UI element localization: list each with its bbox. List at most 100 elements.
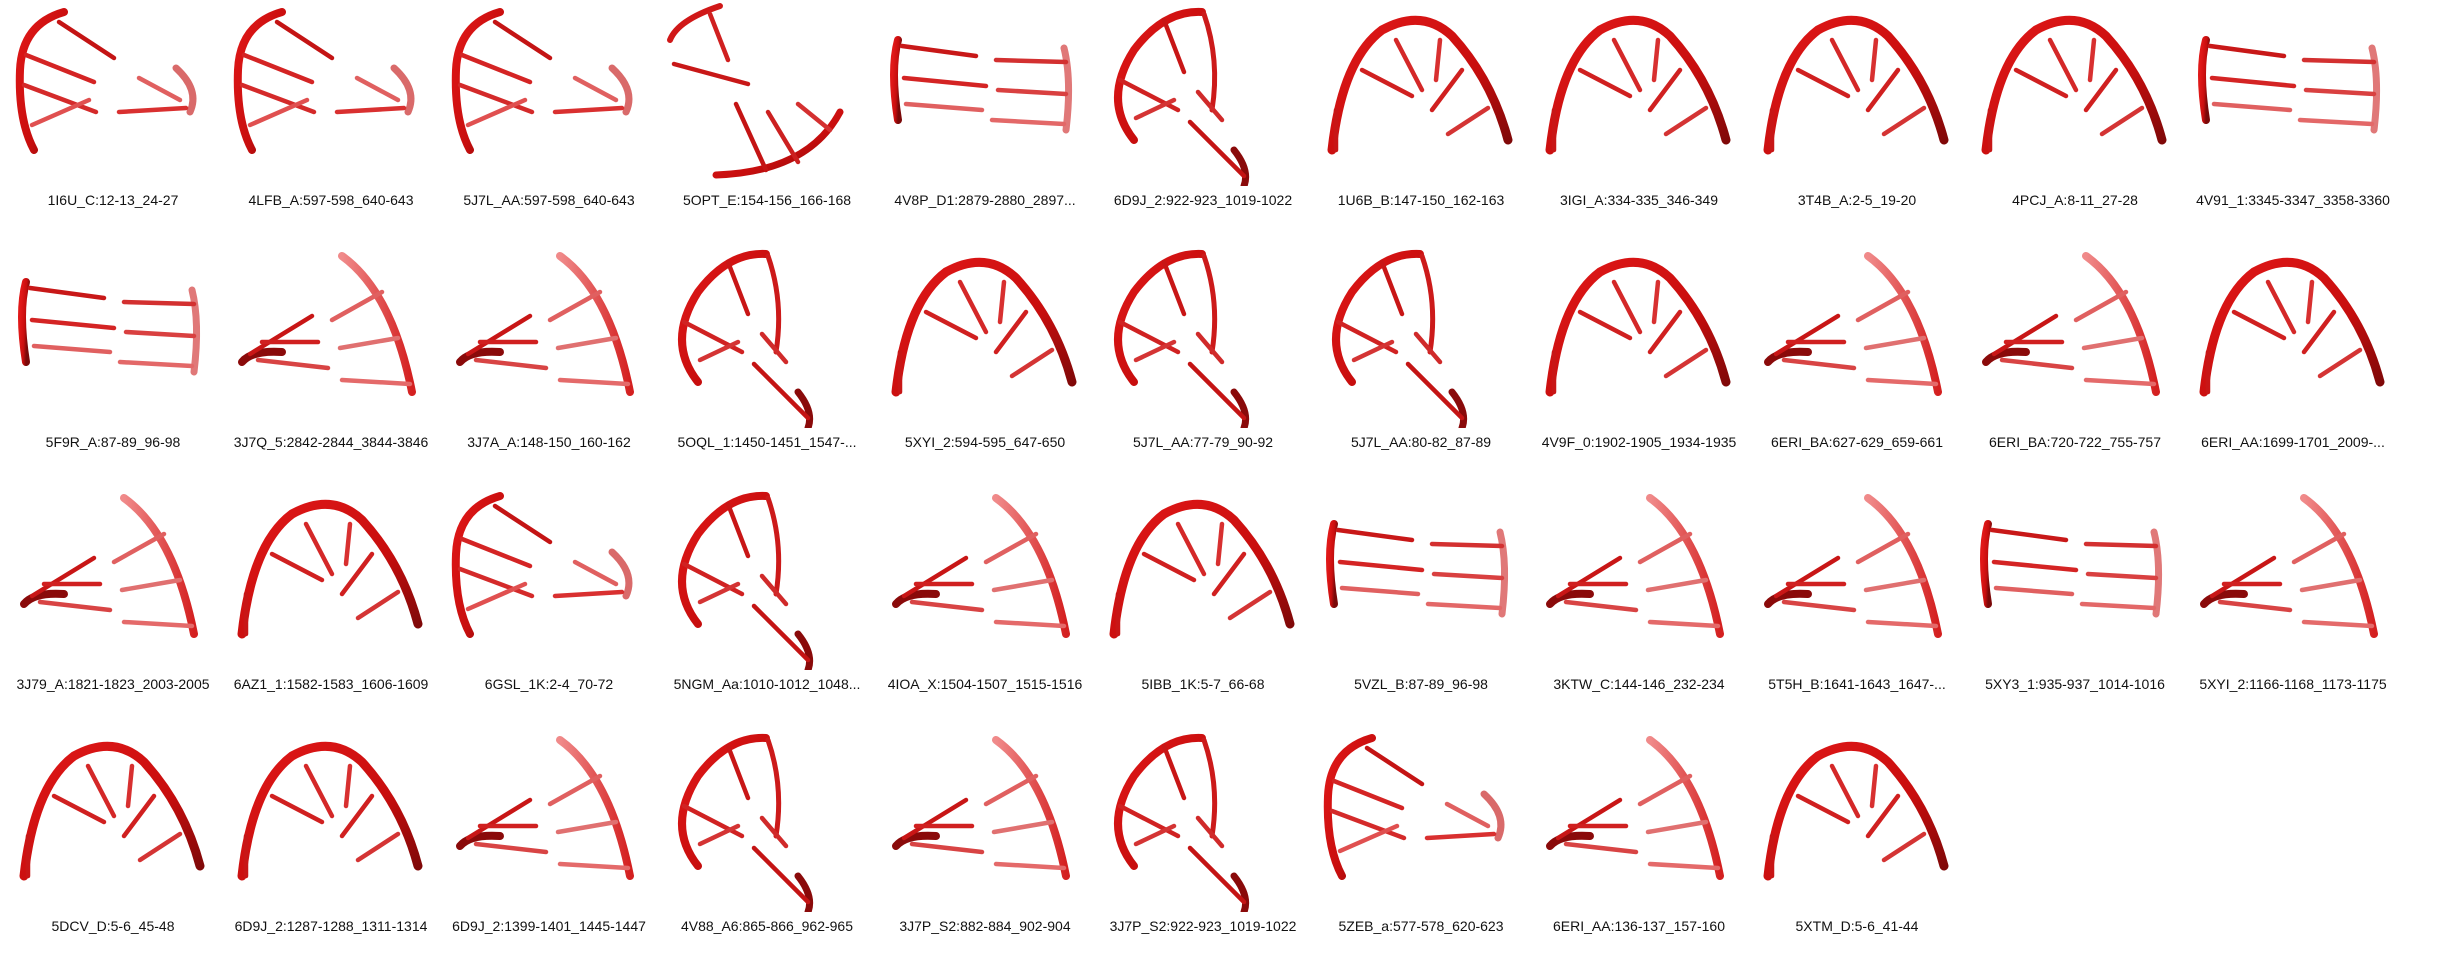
rna-structure-thumbnail [1094,0,1312,186]
backbone-strand [556,252,634,396]
structure-cell: 4V9F_0:1902-1905_1934-1935 [1530,242,1748,482]
base-pair-stick [1773,313,1841,357]
base-pair-stick [2317,347,2363,379]
base-pair-stick [241,52,315,85]
base-pair-stick [465,97,528,128]
structure-label: 3J7Q_5:2842-2844_3844-3846 [233,434,429,450]
backbone-strand [608,548,633,600]
rna-structure-render [667,3,844,179]
backbone-strand [172,64,197,116]
structure-label: 5VZL_B:87-89_96-98 [1354,676,1488,692]
backbone-strand [678,491,770,628]
rna-structure-render [1546,494,1724,638]
backbone-strand [1480,790,1505,842]
backbone-strand [1109,499,1295,639]
base-pair-stick [56,19,117,61]
structure-label: 6AZ1_1:1582-1583_1606-1609 [233,676,429,692]
rna-structure-render [1980,520,2163,618]
rna-structure-thumbnail [4,484,222,670]
structure-cell: 5J7L_AA:597-598_640-643 [440,0,658,240]
rna-structure-render [238,252,416,396]
rna-structure-render [2200,494,2378,638]
base-pair-stick [557,377,631,387]
structure-cell: 6ERI_AA:1699-1701_2009-... [2184,242,2402,482]
backbone-strand [1419,253,1436,355]
backbone-strand [556,736,634,880]
base-pair-stick [121,619,195,629]
base-pair-stick [51,793,107,825]
base-pair-stick [1563,841,1639,855]
rna-structure-thumbnail [440,242,658,428]
structure-cell: 6D9J_2:1399-1401_1445-1447 [440,726,658,966]
backbone-strand [1764,347,1812,366]
rna-structure-thumbnail [4,242,222,428]
rna-structure-render [237,741,423,881]
backbone-strand [2300,494,2378,638]
base-pair-stick [23,52,97,85]
base-pair-stick [1009,347,1055,379]
backbone-strand [1545,15,1731,155]
structure-label: 5T5H_B:1641-1643_1647-... [1768,676,1946,692]
base-pair-stick [117,359,195,369]
base-pair-stick [2083,377,2157,387]
base-pair-stick [751,361,811,421]
structure-label: 5DCV_D:5-6_45-48 [51,918,175,934]
backbone-strand [1763,15,1949,155]
rna-structure-render [19,741,205,881]
structure-cell: 6GSL_1K:2-4_70-72 [440,484,658,724]
base-pair-stick [991,577,1055,593]
base-pair-stick [2299,577,2363,593]
base-pair-stick [1364,745,1425,787]
structure-cell: 5XYI_2:1166-1168_1173-1175 [2184,484,2402,724]
backbone-strand [678,733,770,870]
structure-label: 3IGI_A:334-335_346-349 [1559,192,1718,208]
backbone-strand [1763,741,1949,881]
base-pair-stick [1133,823,1177,847]
structure-label: 6GSL_1K:2-4_70-72 [484,676,614,692]
base-pair-stick [1337,823,1400,854]
rna-structure-render [1545,15,1731,155]
rna-structure-thumbnail [222,484,440,670]
backbone-strand [765,737,782,839]
base-pair-stick [21,82,99,115]
structure-cell: 3T4B_A:2-5_19-20 [1748,0,1966,240]
structure-label: 5J7L_AA:597-598_640-643 [463,192,635,208]
base-pair-stick [1555,797,1623,841]
backbone-strand [794,872,814,912]
rna-structure-thumbnail [4,0,222,186]
base-pair-stick [473,841,549,855]
rna-structure-thumbnail [1530,726,1748,912]
base-pair-stick [1993,585,2075,597]
base-pair-stick [547,289,603,323]
base-pair-stick [1881,105,1927,137]
rna-structure-thumbnail [658,0,876,186]
base-pair-stick [1989,527,2069,543]
base-pair-stick [2099,105,2145,137]
structure-label: 6D9J_2:922-923_1019-1022 [1113,192,1293,208]
base-pair-stick [343,763,353,809]
base-pair-stick [555,335,619,351]
rna-structure-render [1109,499,1295,639]
backbone-strand [1332,249,1424,386]
structure-cell: 5ZEB_a:577-578_620-623 [1312,726,1530,966]
structure-label: 1I6U_C:12-13_24-27 [47,192,179,208]
backbone-strand [1114,733,1206,870]
base-pair-stick [1211,551,1247,597]
structure-cell: 4LFB_A:597-598_640-643 [222,0,440,240]
base-pair-stick [457,566,535,599]
base-pair-stick [909,599,985,613]
base-pair-stick [2211,101,2293,113]
structure-cell: 1U6B_B:147-150_162-163 [1312,0,1530,240]
structure-label: 5XTM_D:5-6_41-44 [1795,918,1919,934]
base-pair-stick [27,285,107,301]
base-pair-stick [137,831,183,863]
base-pair-stick [1869,37,1879,83]
rna-structure-render [1114,7,1250,186]
base-pair-stick [2087,37,2097,83]
rna-structure-render [451,492,633,638]
base-pair-stick [681,803,745,839]
structure-cell: 5XY3_1:935-937_1014-1016 [1966,484,2184,724]
base-pair-stick [1577,309,1633,341]
base-pair-stick [1429,541,1505,549]
base-pair-stick [1577,67,1633,99]
